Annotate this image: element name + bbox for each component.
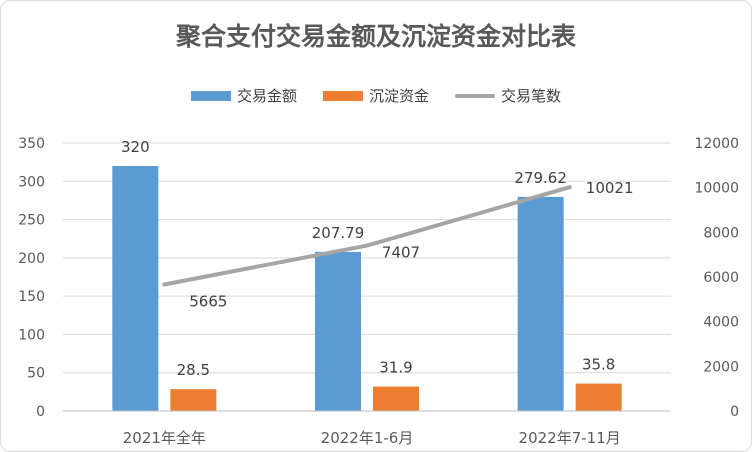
line-count — [162, 185, 572, 287]
label-funds-0: 28.5 — [177, 361, 210, 379]
y-left-tick-7: 350 — [18, 136, 45, 152]
y-right-tick-0: 0 — [730, 404, 739, 420]
y-left-tick-2: 100 — [18, 327, 45, 343]
label-amount-0: 320 — [121, 138, 150, 156]
y-right-tick-4: 8000 — [703, 225, 739, 241]
y-right-tick-2: 4000 — [703, 315, 739, 331]
label-count-0: 5665 — [189, 292, 227, 310]
bar-amount-0 — [112, 165, 159, 411]
legend-label-count: 交易笔数 — [501, 87, 562, 105]
bar-funds-0 — [170, 389, 217, 411]
legend-label-amount: 交易金额 — [236, 87, 297, 105]
bar-amount-1 — [315, 251, 361, 411]
y-left-tick-5: 250 — [18, 213, 45, 229]
legend: 交易金额 沉淀资金 交易笔数 — [1, 85, 751, 106]
y-left-tick-1: 50 — [27, 366, 45, 382]
y-left-tick-4: 200 — [18, 251, 45, 267]
y-left-tick-0: 0 — [36, 404, 45, 420]
legend-item-funds: 沉淀资金 — [322, 85, 429, 106]
x-tick-0: 2021年全年 — [123, 429, 206, 447]
legend-swatch-amount — [190, 90, 231, 101]
bar-amount-2 — [517, 196, 564, 411]
chart-title: 聚合支付交易金额及沉淀资金对比表 — [175, 22, 576, 51]
y-left-tick-6: 300 — [18, 174, 45, 190]
y-left-tick-3: 150 — [18, 289, 45, 305]
x-tick-1: 2022年1-6月 — [321, 429, 414, 447]
label-count-2: 10021 — [586, 179, 634, 197]
y-right-tick-1: 2000 — [703, 359, 739, 375]
y-right-tick-3: 6000 — [703, 270, 739, 286]
legend-item-count: 交易笔数 — [455, 85, 561, 106]
label-count-1: 7407 — [382, 244, 420, 262]
legend-swatch-funds — [322, 90, 363, 101]
x-tick-2: 2022年7-11月 — [519, 429, 621, 447]
label-amount-1: 207.79 — [312, 224, 365, 242]
bar-funds-2 — [575, 383, 622, 411]
y-right-tick-6: 12000 — [694, 136, 739, 152]
legend-item-amount: 交易金额 — [190, 85, 297, 106]
label-funds-1: 31.9 — [379, 359, 412, 377]
y-right-tick-5: 10000 — [694, 181, 739, 197]
legend-label-funds: 沉淀资金 — [368, 87, 429, 105]
bar-funds-1 — [373, 386, 419, 411]
label-amount-2: 279.62 — [514, 169, 567, 187]
legend-swatch-count — [455, 93, 495, 98]
label-funds-2: 35.8 — [582, 356, 615, 374]
